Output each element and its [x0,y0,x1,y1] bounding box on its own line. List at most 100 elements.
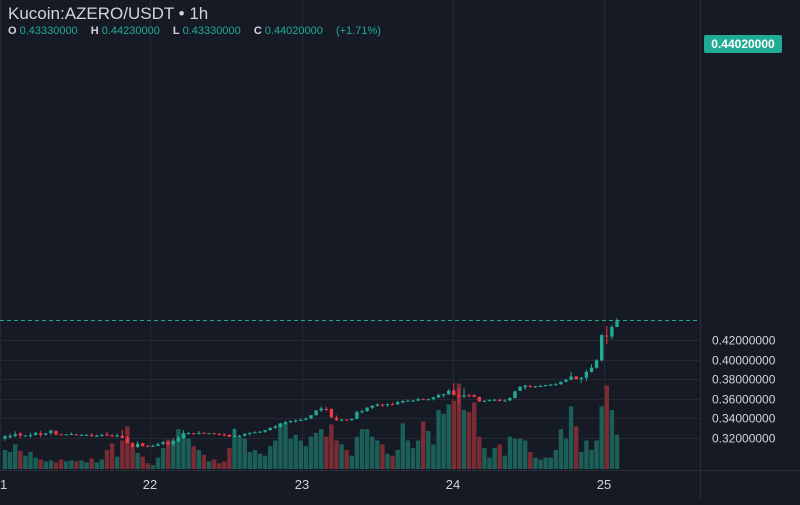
volume-bar [18,450,23,469]
candle-body [212,433,216,435]
candle-body [13,434,17,436]
candle-body [375,404,379,406]
volume-bar [319,429,324,469]
ohlc-legend: O 0.43330000 H 0.44230000 L 0.43330000 C 0.4… [8,25,381,37]
candle-body [385,404,390,406]
candle-body [538,386,543,387]
candle-body [360,411,364,413]
volume-bar [390,455,395,469]
candle-body [605,335,609,337]
volume-bar [64,461,69,469]
volume-bar [548,457,553,469]
candle-body [232,436,237,437]
candle-body [59,434,63,436]
volume-bar [395,450,400,469]
candle-body [64,434,68,436]
volume-bar [252,450,258,469]
volume-bar [359,429,365,469]
volume-bar [472,402,477,469]
volume-bar [13,444,18,469]
volume-bar [166,439,171,469]
candle-body [176,437,181,442]
open-value: 0.43330000 [19,25,78,37]
volume-bar [150,465,156,469]
candle-body [564,379,568,382]
candle-body [431,397,436,400]
candle-body [441,394,446,396]
volume-bar [563,438,569,469]
volume-bar [74,461,79,469]
candle-body [518,386,522,391]
volume-bar [543,457,548,469]
candle-body [309,415,313,419]
candle-body [146,445,150,447]
volume-bar [329,424,334,469]
candle-body [110,435,114,437]
symbol-title[interactable]: Kucoin:AZERO/USDT • 1h [8,4,209,23]
candle-body [120,435,124,438]
candle-body [130,443,135,447]
volume-bar [446,404,451,469]
volume-bar [186,438,191,469]
candle-body [222,434,226,436]
candle-body [74,434,79,436]
candle-body [533,386,538,388]
candle-body [334,417,339,421]
volume-bar [497,444,502,469]
volume-bar [257,453,263,469]
candle-body [436,395,441,398]
candle-body [227,434,232,437]
candle-body [462,395,466,397]
candle-body [23,435,28,437]
volume-bar [370,436,375,469]
volume-bar [339,444,344,469]
low-value: 0.43330000 [182,25,241,37]
candle-body [513,391,517,399]
candle-body [329,409,334,418]
candle-body [105,434,109,436]
candle-body [528,385,532,387]
volume-bar [120,440,125,469]
volume-bar [487,457,492,469]
candle-body [472,395,476,397]
open-label: O [8,25,17,37]
candle-body [161,442,165,444]
candle-body [319,408,323,411]
volume-bar [38,459,43,469]
candle-body [243,433,247,436]
volume-bar [217,463,222,469]
volume-bar [349,455,354,469]
volume-bar [171,440,176,469]
candle-body [554,384,558,386]
close-value: 0.44020000 [264,25,323,37]
price-tick-label: 0.34000000 [712,412,776,426]
candle-body [197,432,201,434]
volume-bar [262,455,268,469]
candle-body [355,412,359,419]
volume-bar [482,448,487,469]
candle-body [350,418,354,421]
price-axis[interactable]: 0.32000000 0.34000000 0.36000000 0.38000000… [712,334,776,446]
volume-bar [288,438,293,469]
volume-bar [160,448,166,469]
candle-body [324,408,328,410]
volume-bar [354,436,360,469]
volume-bar [53,462,59,470]
time-axis[interactable]: 21 22 23 24 25 [0,477,611,492]
candle-body [28,435,33,437]
candle-body [401,401,405,403]
price-tick-label: 0.32000000 [712,432,776,446]
volume-bar [79,460,84,469]
volume-bar [196,450,201,469]
time-tick-label: 22 [143,477,157,492]
candle-body [100,434,104,436]
volume-bar [181,432,186,469]
candle-body [610,327,614,337]
volume-bar [89,458,94,469]
volume-bar [23,455,28,469]
volume-bar [242,438,247,469]
volume-bar [104,450,110,469]
candle-body [90,434,94,437]
